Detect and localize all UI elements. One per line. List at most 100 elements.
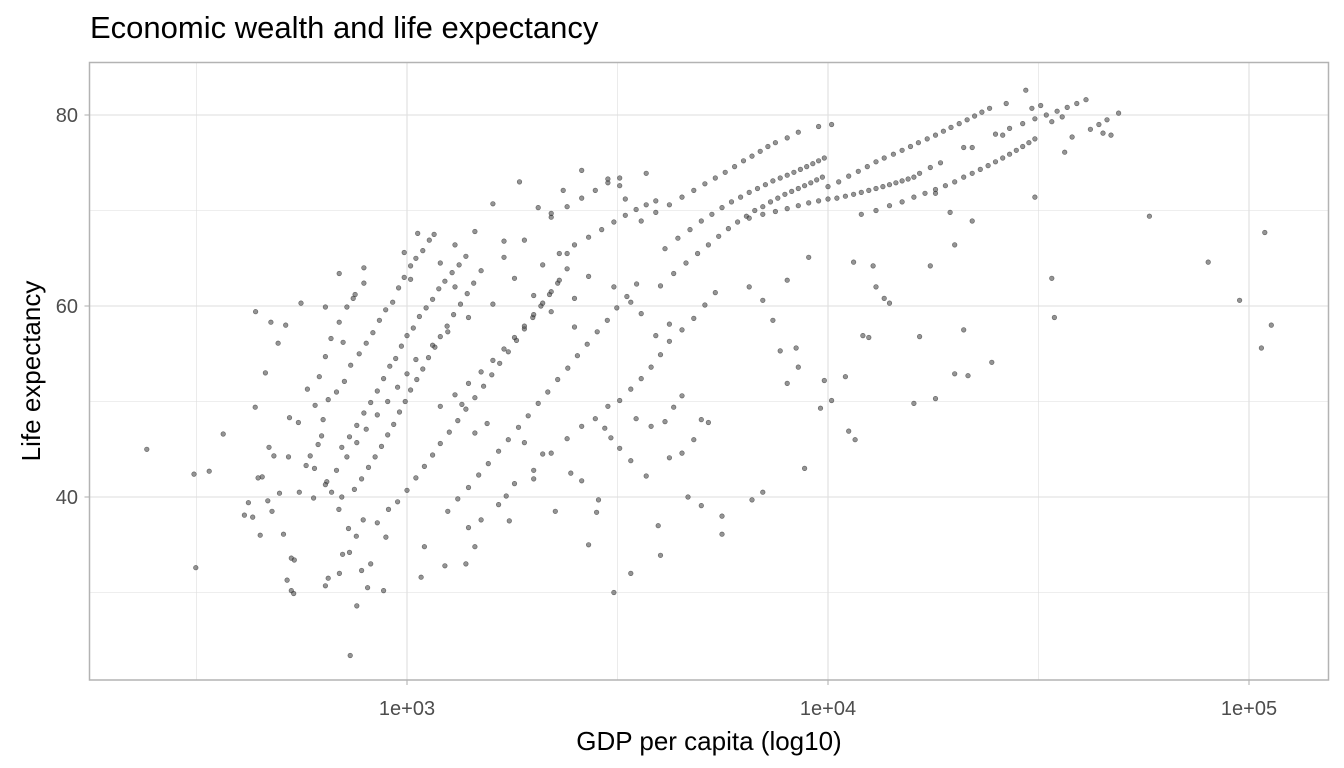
data-point	[638, 311, 644, 317]
data-point	[698, 218, 704, 224]
data-point	[356, 351, 362, 357]
data-point	[579, 167, 585, 173]
data-point	[144, 446, 150, 452]
data-point	[455, 418, 461, 424]
data-point	[937, 160, 944, 166]
data-point	[784, 172, 790, 178]
data-point	[784, 380, 790, 387]
data-point	[719, 531, 725, 537]
gridlines	[89, 62, 1329, 680]
data-point	[685, 494, 691, 500]
data-point	[789, 188, 795, 194]
data-point	[671, 270, 677, 277]
data-point	[1000, 155, 1006, 161]
data-point	[846, 173, 852, 179]
data-point	[873, 284, 879, 290]
data-point	[322, 354, 329, 360]
data-point	[374, 520, 380, 526]
data-point	[444, 323, 450, 329]
data-point	[408, 263, 414, 269]
data-point	[336, 270, 342, 277]
data-point	[478, 268, 484, 274]
data-point	[594, 329, 600, 335]
data-point	[806, 254, 812, 260]
data-point	[1023, 87, 1029, 93]
data-point	[456, 262, 462, 268]
data-point	[426, 237, 432, 243]
data-point	[643, 473, 649, 479]
data-point	[220, 431, 226, 437]
data-point	[873, 159, 879, 165]
data-point	[605, 176, 611, 182]
data-point	[548, 309, 554, 315]
data-point	[253, 309, 259, 315]
data-point	[989, 359, 995, 365]
data-point	[810, 161, 816, 167]
data-point	[760, 297, 766, 303]
data-point	[347, 652, 353, 659]
data-point	[564, 436, 570, 442]
data-point	[633, 281, 640, 287]
data-point	[531, 312, 537, 318]
data-point	[643, 170, 649, 176]
data-point	[503, 493, 509, 499]
data-point	[476, 472, 482, 478]
data-point	[437, 334, 443, 340]
data-point	[1020, 143, 1026, 150]
data-point	[361, 410, 367, 416]
data-point	[385, 432, 391, 438]
data-point	[442, 278, 448, 284]
data-point	[396, 285, 402, 291]
data-point	[760, 489, 766, 495]
data-point	[905, 176, 911, 182]
data-point	[870, 263, 876, 269]
data-point	[521, 323, 528, 329]
data-point	[284, 577, 290, 583]
data-point	[777, 348, 783, 354]
data-point	[679, 393, 685, 399]
data-point	[1051, 314, 1057, 321]
data-point	[679, 194, 685, 200]
data-point	[886, 203, 893, 209]
panel-border	[88, 61, 1330, 681]
data-point	[430, 452, 436, 458]
data-point	[965, 373, 971, 379]
data-point	[560, 187, 566, 193]
data-point	[385, 506, 392, 513]
y-tick-label: 40	[56, 487, 78, 509]
data-point	[390, 299, 396, 305]
data-point	[269, 508, 275, 514]
data-point	[465, 314, 472, 321]
data-point	[413, 475, 419, 481]
data-point	[548, 289, 554, 295]
data-point	[899, 178, 905, 184]
data-point	[1236, 297, 1243, 303]
data-point	[193, 565, 199, 571]
data-point	[979, 109, 985, 115]
data-point	[344, 454, 350, 460]
data-point	[795, 203, 801, 209]
data-point	[866, 334, 872, 341]
data-point	[346, 434, 353, 440]
data-point	[354, 440, 360, 446]
data-point	[437, 403, 443, 409]
data-point	[340, 339, 346, 345]
data-point	[437, 260, 443, 266]
data-point	[628, 299, 634, 305]
data-point	[296, 489, 302, 495]
data-point	[969, 170, 975, 176]
data-point	[391, 421, 397, 428]
data-point	[657, 283, 664, 289]
data-point	[420, 248, 426, 254]
data-point	[725, 226, 732, 232]
data-point	[416, 313, 423, 320]
data-point	[691, 187, 697, 193]
data-point	[191, 471, 197, 477]
data-point	[795, 185, 801, 192]
data-point	[401, 274, 407, 281]
data-point	[1003, 100, 1009, 107]
data-point	[271, 453, 277, 459]
data-point	[262, 370, 269, 376]
data-point	[472, 228, 478, 235]
data-point	[916, 334, 923, 340]
